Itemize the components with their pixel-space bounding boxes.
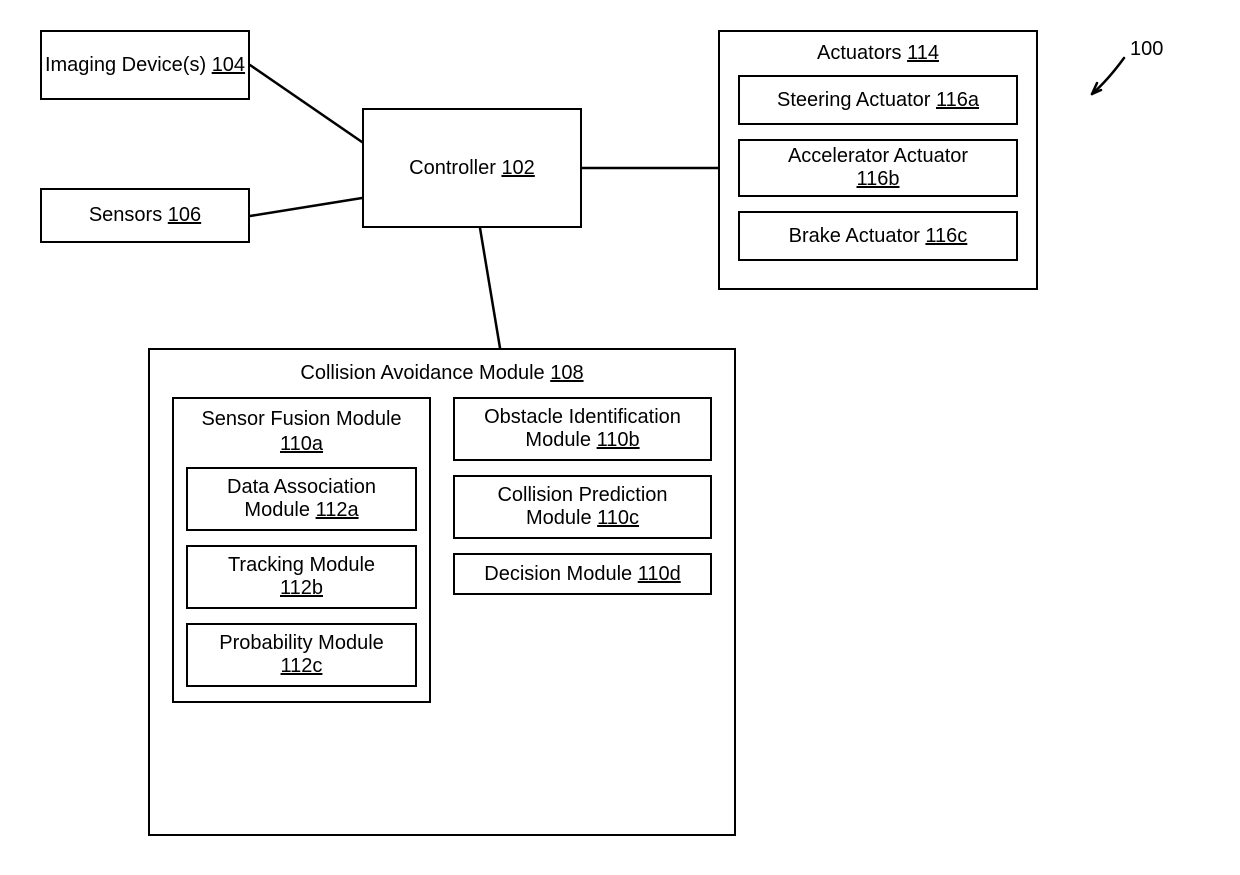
sensor-fusion-label: Sensor Fusion Module 110a — [201, 407, 401, 457]
steering-actuator-label: Steering Actuator 116a — [777, 89, 979, 112]
collision-avoidance-box: Collision Avoidance Module 108 Sensor Fu… — [148, 348, 736, 836]
controller-box: Controller 102 — [362, 108, 582, 228]
decision-module-box: Decision Module 110d — [453, 553, 712, 595]
sensor-fusion-children: Data Association Module 112a Tracking Mo… — [186, 467, 417, 687]
collision-avoidance-label: Collision Avoidance Module 108 — [300, 362, 583, 385]
actuators-children: Steering Actuator 116a Accelerator Actua… — [738, 75, 1018, 261]
sensor-fusion-box: Sensor Fusion Module 110a Data Associati… — [172, 397, 431, 703]
collision-avoidance-columns: Sensor Fusion Module 110a Data Associati… — [172, 397, 712, 703]
sensors-box: Sensors 106 — [40, 188, 250, 243]
ca-right-column: Obstacle Identification Module 110b Coll… — [453, 397, 712, 703]
obstacle-identification-box: Obstacle Identification Module 110b — [453, 397, 712, 461]
actuators-box: Actuators 114 Steering Actuator 116a Acc… — [718, 30, 1038, 290]
actuators-label: Actuators 114 — [817, 42, 939, 65]
probability-module-box: Probability Module 112c — [186, 623, 417, 687]
decision-module-label: Decision Module 110d — [484, 563, 680, 586]
obstacle-identification-label: Obstacle Identification Module 110b — [465, 406, 700, 452]
controller-label: Controller 102 — [409, 157, 535, 180]
imaging-devices-box: Imaging Device(s) 104 — [40, 30, 250, 100]
collision-prediction-label: Collision Prediction Module 110c — [465, 484, 700, 530]
ca-left-column: Sensor Fusion Module 110a Data Associati… — [172, 397, 431, 703]
imaging-devices-label: Imaging Device(s) 104 — [45, 54, 245, 77]
sensors-label: Sensors 106 — [89, 204, 201, 227]
accelerator-actuator-label: Accelerator Actuator 116b — [788, 145, 968, 191]
tracking-module-label: Tracking Module 112b — [228, 554, 375, 600]
collision-prediction-box: Collision Prediction Module 110c — [453, 475, 712, 539]
accelerator-actuator-box: Accelerator Actuator 116b — [738, 139, 1018, 197]
data-association-box: Data Association Module 112a — [186, 467, 417, 531]
tracking-module-box: Tracking Module 112b — [186, 545, 417, 609]
probability-module-label: Probability Module 112c — [219, 632, 384, 678]
figure-reference-label: 100 — [1130, 38, 1163, 61]
steering-actuator-box: Steering Actuator 116a — [738, 75, 1018, 125]
brake-actuator-label: Brake Actuator 116c — [789, 225, 968, 248]
brake-actuator-box: Brake Actuator 116c — [738, 211, 1018, 261]
data-association-label: Data Association Module 112a — [198, 476, 405, 522]
